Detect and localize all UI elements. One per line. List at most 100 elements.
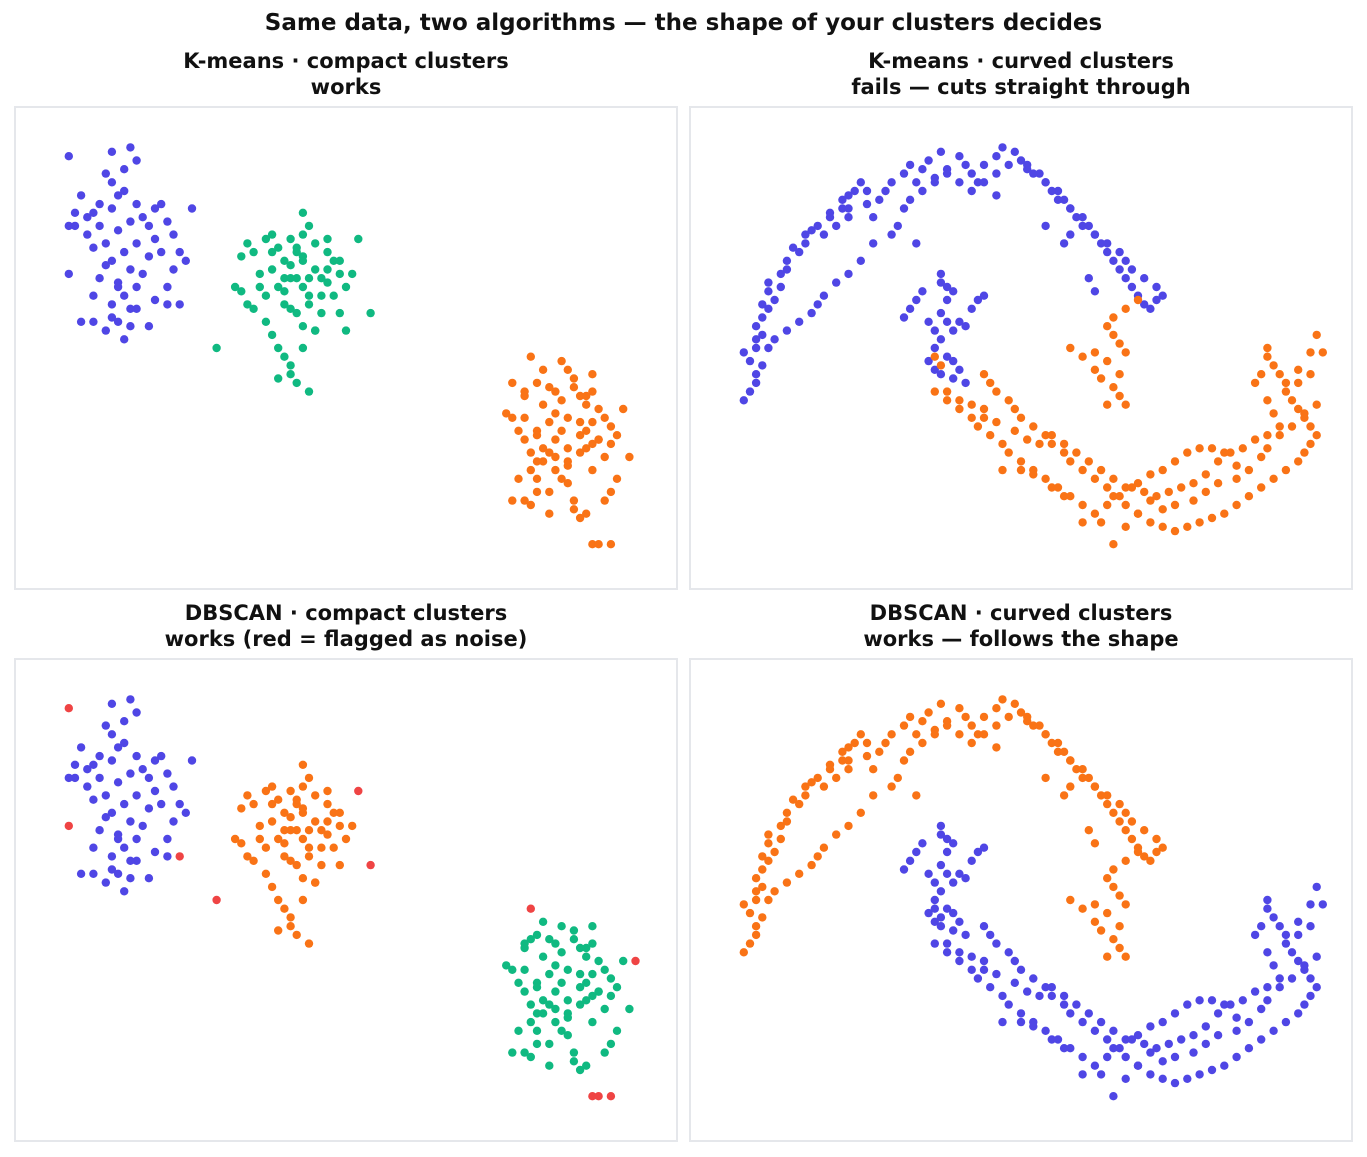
panel-title: DBSCAN · compact clusters works (red = f…: [14, 600, 678, 652]
data-point: [1103, 400, 1112, 409]
data-point: [998, 1017, 1007, 1027]
data-point: [551, 465, 560, 475]
data-point: [813, 852, 822, 861]
data-point: [1263, 948, 1272, 957]
data-point: [107, 865, 117, 874]
data-point: [1066, 230, 1075, 239]
data-point: [758, 361, 767, 370]
data-point: [298, 834, 308, 844]
data-point: [1281, 1017, 1291, 1027]
data-point: [986, 378, 995, 388]
data-point: [551, 987, 560, 996]
data-point: [1109, 313, 1118, 322]
data-point: [1029, 169, 1038, 178]
data-point: [986, 983, 995, 992]
data-point: [526, 500, 535, 510]
series-purple: [64, 143, 197, 344]
data-point: [1232, 500, 1241, 510]
data-point: [1140, 826, 1149, 835]
data-point: [563, 1009, 572, 1018]
data-point: [526, 465, 535, 475]
data-point: [95, 826, 104, 835]
data-point: [508, 1048, 517, 1057]
data-point: [942, 948, 952, 957]
data-point: [1115, 817, 1124, 826]
data-point: [304, 939, 314, 948]
data-point: [304, 291, 314, 300]
data-point: [563, 996, 572, 1005]
data-point: [782, 326, 792, 335]
data-point: [557, 922, 566, 931]
data-point: [280, 839, 289, 848]
data-point: [1152, 834, 1161, 844]
data-point: [237, 804, 246, 813]
data-point: [120, 165, 129, 174]
data-point: [107, 256, 117, 265]
data-point: [280, 808, 289, 817]
data-point: [243, 300, 252, 309]
data-point: [588, 439, 597, 449]
data-point: [557, 978, 566, 987]
data-point: [563, 1031, 572, 1040]
data-point: [594, 956, 603, 966]
data-point: [1158, 522, 1167, 531]
data-point: [292, 308, 301, 318]
data-point: [1183, 1074, 1192, 1083]
data-point: [936, 699, 946, 708]
data-point: [930, 178, 939, 187]
data-point: [625, 452, 634, 462]
data-point: [955, 730, 964, 739]
data-point: [1281, 387, 1291, 396]
data-point: [89, 208, 98, 217]
data-point: [813, 221, 822, 231]
data-point: [1053, 1035, 1063, 1044]
data-point: [875, 747, 884, 756]
data-point: [95, 199, 104, 209]
data-point: [1201, 487, 1210, 497]
data-point: [1294, 917, 1303, 926]
data-point: [157, 247, 166, 257]
data-point: [113, 191, 123, 200]
data-point: [807, 860, 816, 870]
data-point: [298, 230, 308, 239]
data-point: [1096, 926, 1106, 935]
data-point: [992, 387, 1001, 396]
data-point: [1213, 1031, 1223, 1040]
data-point: [924, 908, 933, 918]
data-point: [1041, 773, 1050, 783]
data-point: [973, 295, 983, 305]
data-point: [850, 186, 859, 196]
data-point: [955, 404, 964, 414]
data-point: [575, 391, 585, 401]
data-point: [83, 230, 92, 239]
data-point: [582, 444, 591, 453]
data-point: [819, 843, 829, 852]
data-point: [280, 852, 289, 861]
data-point: [1066, 1044, 1075, 1053]
data-point: [918, 186, 927, 196]
data-point: [973, 730, 983, 739]
data-point: [274, 374, 283, 383]
data-point: [1133, 479, 1143, 488]
data-point: [1066, 457, 1075, 466]
data-point: [745, 356, 755, 366]
data-point: [949, 326, 958, 335]
data-point: [1170, 1009, 1180, 1018]
data-point: [311, 239, 320, 248]
data-point: [261, 786, 271, 796]
data-point: [267, 882, 277, 892]
data-point: [1010, 978, 1019, 987]
data-point: [1016, 965, 1026, 974]
data-point: [274, 343, 283, 353]
data-point: [967, 721, 976, 730]
data-point: [286, 304, 295, 313]
data-point: [1127, 483, 1137, 492]
data-point: [274, 895, 283, 905]
panel-title-line2: fails — cuts straight through: [851, 75, 1191, 99]
data-point: [998, 991, 1007, 1001]
data-point: [936, 147, 946, 156]
data-point: [267, 247, 277, 257]
data-point: [961, 874, 970, 883]
data-point: [1121, 522, 1130, 531]
data-point: [869, 791, 878, 800]
